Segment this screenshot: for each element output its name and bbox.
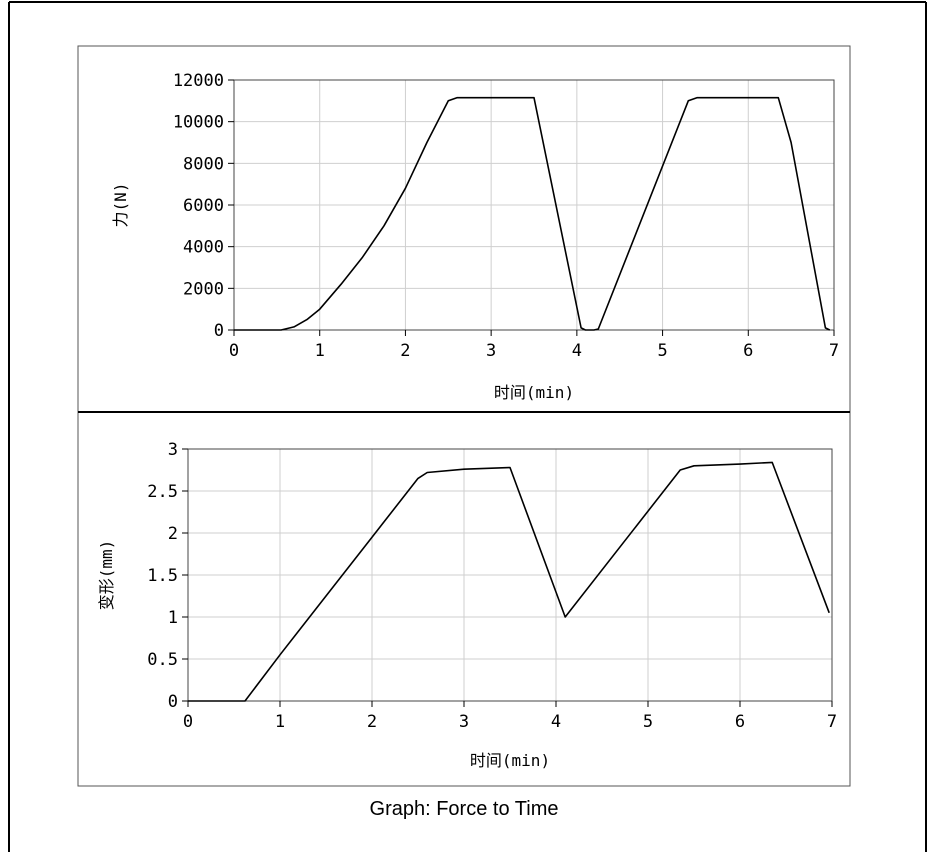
y-tick-label: 1.5 [147, 566, 178, 586]
x-tick-label: 7 [827, 712, 837, 732]
x-tick-label: 6 [735, 712, 745, 732]
panel-frame [77, 45, 851, 787]
x-axis-label: 时间(min) [494, 383, 574, 402]
y-tick-label: 12000 [173, 71, 224, 91]
x-tick-label: 0 [229, 341, 239, 361]
x-tick-label: 5 [643, 712, 653, 732]
x-tick-label: 6 [743, 341, 753, 361]
y-tick-label: 2000 [183, 279, 224, 299]
y-tick-label: 0 [168, 692, 178, 712]
x-tick-label: 1 [275, 712, 285, 732]
x-tick-label: 3 [459, 712, 469, 732]
x-tick-label: 2 [400, 341, 410, 361]
x-axis-label: 时间(min) [470, 751, 550, 770]
y-tick-label: 4000 [183, 238, 224, 258]
y-tick-label: 2 [168, 524, 178, 544]
y-axis-label: 变形(mm) [97, 540, 116, 611]
y-tick-label: 3 [168, 440, 178, 460]
series-line [234, 96, 831, 331]
y-tick-label: 2.5 [147, 482, 178, 502]
figure-caption: Graph: Force to Time [369, 798, 559, 820]
x-tick-label: 4 [572, 341, 582, 361]
series-line [188, 461, 830, 702]
x-tick-label: 3 [486, 341, 496, 361]
y-tick-label: 0.5 [147, 650, 178, 670]
y-tick-label: 1 [168, 608, 178, 628]
x-tick-label: 4 [551, 712, 561, 732]
y-axis-label: 力(N) [111, 183, 130, 228]
x-tick-label: 1 [315, 341, 325, 361]
x-tick-label: 0 [183, 712, 193, 732]
x-tick-label: 5 [657, 341, 667, 361]
y-tick-label: 6000 [183, 196, 224, 216]
y-tick-label: 8000 [183, 154, 224, 174]
force-chart: 0 1 2 3 4 5 6 7 0 2000 4000 6000 8000 10000 12000 时间(mi… [111, 71, 839, 402]
y-tick-label: 10000 [173, 113, 224, 133]
x-tick-label: 2 [367, 712, 377, 732]
y-tick-label: 0 [214, 321, 224, 341]
x-tick-label: 7 [829, 341, 839, 361]
